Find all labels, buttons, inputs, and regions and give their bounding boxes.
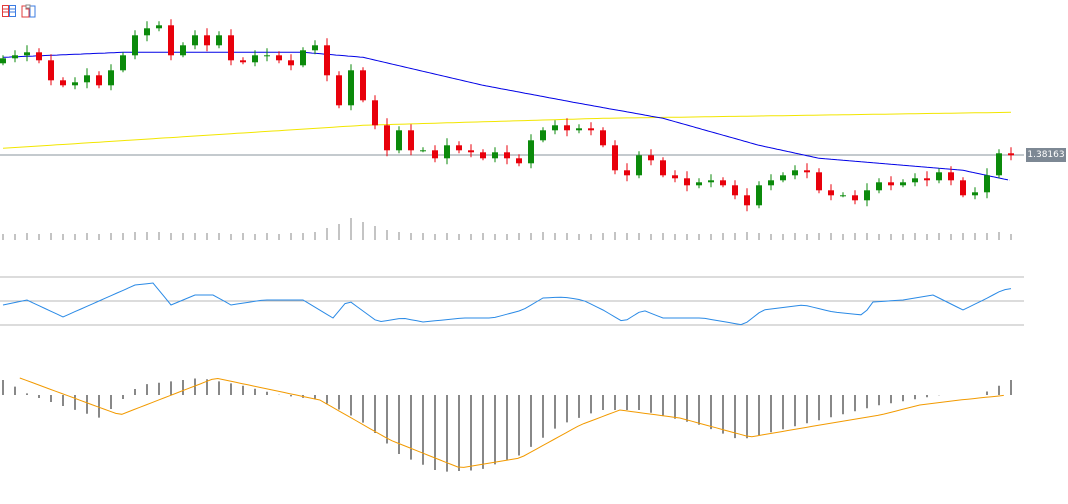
candle-bullish: [864, 190, 870, 201]
candle-bearish: [744, 195, 750, 206]
candle-bullish: [912, 178, 918, 183]
candle-bullish: [72, 82, 78, 86]
candle-bullish: [792, 170, 798, 176]
candle-bearish: [240, 60, 246, 63]
candle-bearish: [204, 35, 210, 46]
candle-bullish: [12, 55, 18, 59]
candle-bearish: [720, 180, 726, 186]
candle-bullish: [156, 25, 162, 29]
candle-bearish: [588, 128, 594, 131]
candle-bullish: [396, 130, 402, 151]
candle-bullish: [24, 52, 30, 56]
candle-bearish: [504, 152, 510, 159]
candle-bearish: [648, 155, 654, 161]
candle-bullish: [420, 150, 426, 152]
candle-bearish: [228, 35, 234, 61]
candle-bearish: [828, 190, 834, 196]
candle-bearish: [852, 195, 858, 201]
candle-bullish: [144, 28, 150, 36]
candle-bullish: [0, 58, 6, 64]
candle-bullish: [348, 70, 354, 106]
candle-bearish: [276, 55, 282, 61]
candle-bearish: [324, 45, 330, 76]
rsi-line: [2, 282, 1012, 326]
candle-bearish: [432, 150, 438, 159]
candle-bullish: [552, 125, 558, 131]
candle-bullish: [972, 192, 978, 196]
candle-bearish: [888, 182, 894, 186]
candle-bearish: [924, 178, 930, 181]
candle-bearish: [804, 170, 810, 173]
candle-bearish: [408, 130, 414, 151]
candle-bullish: [180, 45, 186, 56]
candle-bearish: [624, 170, 630, 176]
fast-moving-average-line: [2, 51, 1009, 181]
candle-bearish: [468, 150, 474, 153]
candle-bullish: [132, 35, 138, 56]
candle-bearish: [456, 145, 462, 151]
candle-bullish: [84, 75, 90, 83]
list-layout-icon[interactable]: [2, 4, 16, 18]
current-price-label: 1.38163: [1026, 148, 1066, 162]
candle-bullish: [264, 55, 270, 57]
candle-bearish: [288, 60, 294, 66]
candle-bullish: [900, 182, 906, 186]
candle-bullish: [756, 185, 762, 206]
candle-bearish: [480, 152, 486, 159]
candle-bearish: [384, 125, 390, 151]
candle-bullish: [252, 55, 258, 63]
candle-bullish: [696, 182, 702, 186]
template-icon[interactable]: [21, 4, 37, 18]
candle-bearish: [48, 60, 54, 81]
candle-bearish: [60, 80, 66, 86]
candle-bearish: [564, 125, 570, 131]
candle-bullish: [108, 70, 114, 86]
candle-bearish: [516, 158, 522, 164]
candle-bullish: [876, 182, 882, 191]
candle-bullish: [768, 180, 774, 186]
candle-bullish: [708, 180, 714, 183]
candle-bearish: [948, 172, 954, 181]
candle-bullish: [780, 175, 786, 181]
candle-bearish: [672, 175, 678, 179]
candle-bullish: [192, 35, 198, 46]
candle-bullish: [840, 195, 846, 197]
candle-bullish: [528, 140, 534, 164]
candle-bullish: [936, 172, 942, 181]
macd-signal-line: [19, 377, 1004, 468]
candle-bullish: [120, 55, 126, 71]
candle-bearish: [360, 70, 366, 101]
candle-bearish: [600, 130, 606, 146]
candle-bearish: [960, 180, 966, 196]
candle-bearish: [336, 75, 342, 106]
candle-bearish: [732, 185, 738, 196]
candle-bearish: [96, 75, 102, 86]
candle-bullish: [492, 152, 498, 159]
candle-bullish: [576, 128, 582, 131]
candle-bullish: [540, 130, 546, 141]
candle-bearish: [372, 100, 378, 126]
candle-bullish: [216, 35, 222, 46]
candle-bearish: [1008, 153, 1014, 156]
slow-moving-average-line: [2, 111, 1012, 149]
candle-bullish: [444, 145, 450, 159]
candle-bearish: [168, 25, 174, 56]
candle-bullish: [996, 153, 1002, 176]
candle-bearish: [36, 52, 42, 61]
candle-bullish: [312, 45, 318, 51]
candle-bearish: [816, 172, 822, 191]
candle-bullish: [636, 155, 642, 176]
candle-bearish: [612, 145, 618, 171]
candle-bearish: [684, 178, 690, 186]
candle-bullish: [984, 175, 990, 193]
candle-bearish: [660, 160, 666, 176]
candle-bullish: [300, 50, 306, 66]
